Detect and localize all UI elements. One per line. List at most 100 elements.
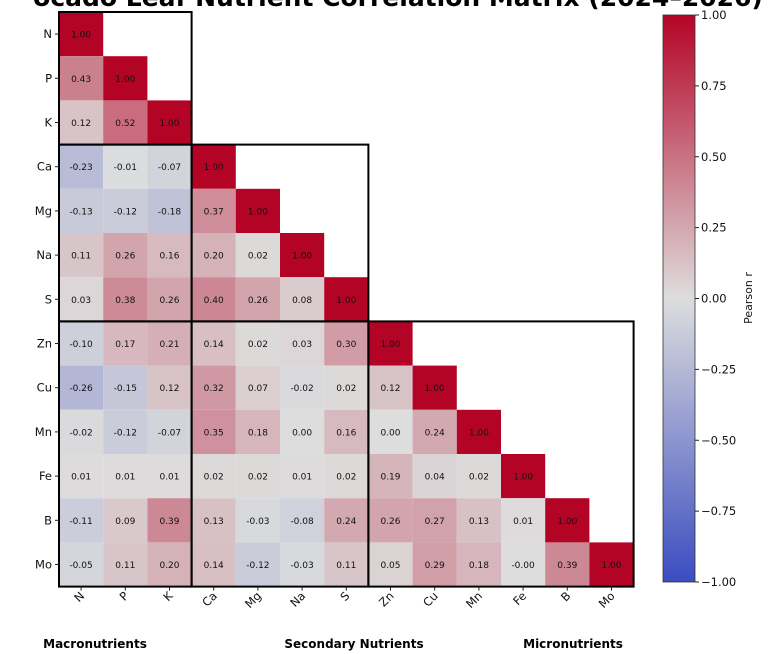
colorbar-tick-label: 0.75	[701, 79, 727, 93]
cell-value-label: 0.01	[115, 473, 135, 483]
y-tick-label: Mo	[35, 558, 52, 572]
cell-value-label: 0.01	[159, 473, 179, 483]
colorbar-tick-label: −0.25	[701, 362, 736, 376]
cell-value-label: -0.08	[290, 517, 314, 527]
x-tick-label: Zn	[376, 589, 397, 610]
x-tick-label: S	[337, 589, 352, 604]
heatmap-cell-Fe-K	[147, 454, 192, 499]
heatmap-cell-Na-Na	[280, 233, 325, 278]
heatmap-cell-Fe-N	[59, 454, 104, 499]
heatmap-cell-Mo-K	[147, 542, 192, 587]
heatmap-cell-S-S	[324, 277, 369, 322]
heatmap-cell-Mg-Ca	[191, 188, 236, 233]
chart-title: ocado Leaf Nutrient Correlation Matrix (…	[33, 0, 763, 12]
x-tick-label: Mo	[596, 589, 618, 611]
cell-value-label: -0.05	[69, 561, 92, 571]
heatmap-cell-B-Mn	[456, 498, 501, 543]
cell-value-label: 1.00	[71, 31, 91, 41]
cell-value-label: 0.17	[115, 340, 135, 350]
heatmap-cells: 1.00 0.43 1.00 0.12 0.52 1.00 -0.23 -0.01 -0.07 1…	[59, 12, 634, 587]
cell-value-label: 0.13	[469, 517, 489, 527]
cell-value-label: 0.40	[204, 296, 224, 306]
heatmap-cell-B-S	[324, 498, 369, 543]
cell-value-label: 0.09	[115, 517, 135, 527]
heatmap-cell-B-K	[147, 498, 192, 543]
cell-value-label: 0.20	[159, 561, 179, 571]
y-tick-label: Mg	[35, 204, 52, 218]
colorbar-tick-label: −1.00	[701, 575, 736, 589]
cell-value-label: 0.05	[380, 561, 400, 571]
cell-value-label: -0.12	[114, 428, 137, 438]
heatmap-cell-Mn-Na	[280, 409, 325, 454]
group-block-border	[367, 320, 635, 588]
x-axis-ticks: N P K Ca Mg Na S Zn Cu Mn Fe B Mo	[71, 586, 618, 611]
cell-value-label: -0.13	[69, 207, 92, 217]
heatmap-cell-K-K	[147, 100, 192, 145]
heatmap-cell-Ca-Ca	[191, 144, 236, 189]
x-tick-label: Mn	[463, 589, 485, 611]
heatmap-cell-Mg-K	[147, 188, 192, 233]
y-tick-label: Cu	[37, 381, 52, 395]
cell-value-label: 0.52	[115, 119, 135, 129]
heatmap-cell-Fe-S	[324, 454, 369, 499]
cell-value-label: -0.11	[69, 517, 92, 527]
heatmap-cell-Cu-Na	[280, 365, 325, 410]
heatmap-cell-Mn-Ca	[191, 409, 236, 454]
heatmap-cell-Na-N	[59, 233, 104, 278]
heatmap-cell-B-Cu	[412, 498, 457, 543]
cell-value-label: 0.26	[159, 296, 179, 306]
heatmap-cell-Fe-Fe	[501, 454, 546, 499]
y-tick-label: S	[45, 292, 52, 306]
cell-value-label: 0.38	[115, 296, 135, 306]
heatmap-cell-Na-Ca	[191, 233, 236, 278]
cell-value-label: -0.07	[158, 163, 181, 173]
colorbar-tick-label: 1.00	[701, 8, 727, 22]
cell-value-label: -0.03	[246, 517, 269, 527]
cell-value-label: -0.12	[114, 207, 137, 217]
heatmap-cell-S-P	[103, 277, 148, 322]
cell-value-label: 0.11	[336, 561, 356, 571]
cell-value-label: 1.00	[292, 252, 312, 262]
cell-value-label: -0.23	[69, 163, 92, 173]
cell-value-label: 0.26	[248, 296, 268, 306]
heatmap-cell-Zn-P	[103, 321, 148, 366]
heatmap-cell-Fe-Zn	[368, 454, 413, 499]
group-borders	[58, 11, 635, 588]
group-label: Secondary Nutrients	[284, 637, 423, 651]
cell-value-label: -0.02	[290, 384, 313, 394]
heatmap-cell-Fe-Ca	[191, 454, 236, 499]
heatmap-cell-B-Zn	[368, 498, 413, 543]
heatmap-cell-N-N	[59, 12, 104, 57]
x-tick-label: Na	[287, 589, 308, 610]
heatmap-cell-Mo-Mn	[456, 542, 501, 587]
cell-value-label: 1.00	[336, 296, 356, 306]
group-label: Micronutrients	[523, 637, 623, 651]
x-tick-label: Mg	[242, 589, 264, 611]
cell-value-label: 1.00	[115, 75, 135, 85]
heatmap-cell-Zn-Mg	[235, 321, 280, 366]
y-tick-label: K	[44, 116, 52, 130]
heatmap-cell-Ca-P	[103, 144, 148, 189]
heatmap-cell-Mn-K	[147, 409, 192, 454]
cell-value-label: 1.00	[601, 561, 621, 571]
x-tick-label: Cu	[420, 589, 441, 610]
heatmap-cell-S-K	[147, 277, 192, 322]
cell-value-label: 1.00	[159, 119, 179, 129]
cell-value-label: 0.01	[71, 473, 91, 483]
cell-value-label: 0.18	[469, 561, 489, 571]
heatmap-cell-Mg-P	[103, 188, 148, 233]
cell-value-label: 0.02	[248, 473, 268, 483]
cell-value-label: 0.26	[115, 252, 135, 262]
heatmap-cell-Zn-Ca	[191, 321, 236, 366]
heatmap-cell-Cu-K	[147, 365, 192, 410]
cell-value-label: 0.20	[204, 252, 224, 262]
x-tick-label: Fe	[510, 589, 529, 608]
cell-value-label: -0.18	[158, 207, 182, 217]
cell-value-label: 0.03	[292, 340, 312, 350]
cell-value-label: 0.32	[204, 384, 224, 394]
cell-value-label: 0.18	[248, 428, 268, 438]
heatmap-cell-Mn-Zn	[368, 409, 413, 454]
cell-value-label: -0.12	[246, 561, 269, 571]
group-label: Macronutrients	[43, 637, 147, 651]
